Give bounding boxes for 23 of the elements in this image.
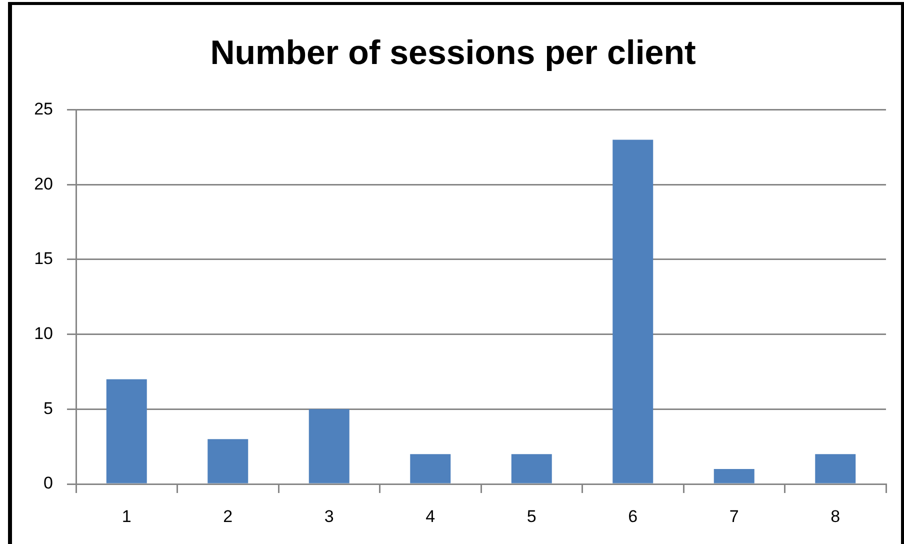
x-tick-label: 1 xyxy=(122,506,132,526)
x-tick-label: 5 xyxy=(526,506,536,526)
bar xyxy=(511,454,552,484)
x-tick-label: 3 xyxy=(324,506,334,526)
bar xyxy=(815,454,856,484)
bar xyxy=(714,469,754,484)
bar xyxy=(308,409,350,484)
x-tick-label: 7 xyxy=(729,506,739,526)
x-tick-label: 8 xyxy=(830,506,840,526)
x-tick-label: 6 xyxy=(628,506,638,526)
y-tick-label: 5 xyxy=(44,398,53,418)
y-tick-label: 10 xyxy=(34,324,53,344)
bar xyxy=(208,439,248,484)
bar xyxy=(106,379,147,484)
x-tick-label: 4 xyxy=(426,506,436,526)
y-tick-label: 15 xyxy=(34,249,53,268)
x-tick-label: 2 xyxy=(223,506,233,526)
y-tick-label: 25 xyxy=(34,99,53,118)
chart-title: Number of sessions per client xyxy=(210,34,696,72)
y-tick-label: 20 xyxy=(34,174,53,194)
bar xyxy=(410,454,451,484)
bar xyxy=(612,140,654,484)
y-tick-label: 0 xyxy=(44,474,53,493)
